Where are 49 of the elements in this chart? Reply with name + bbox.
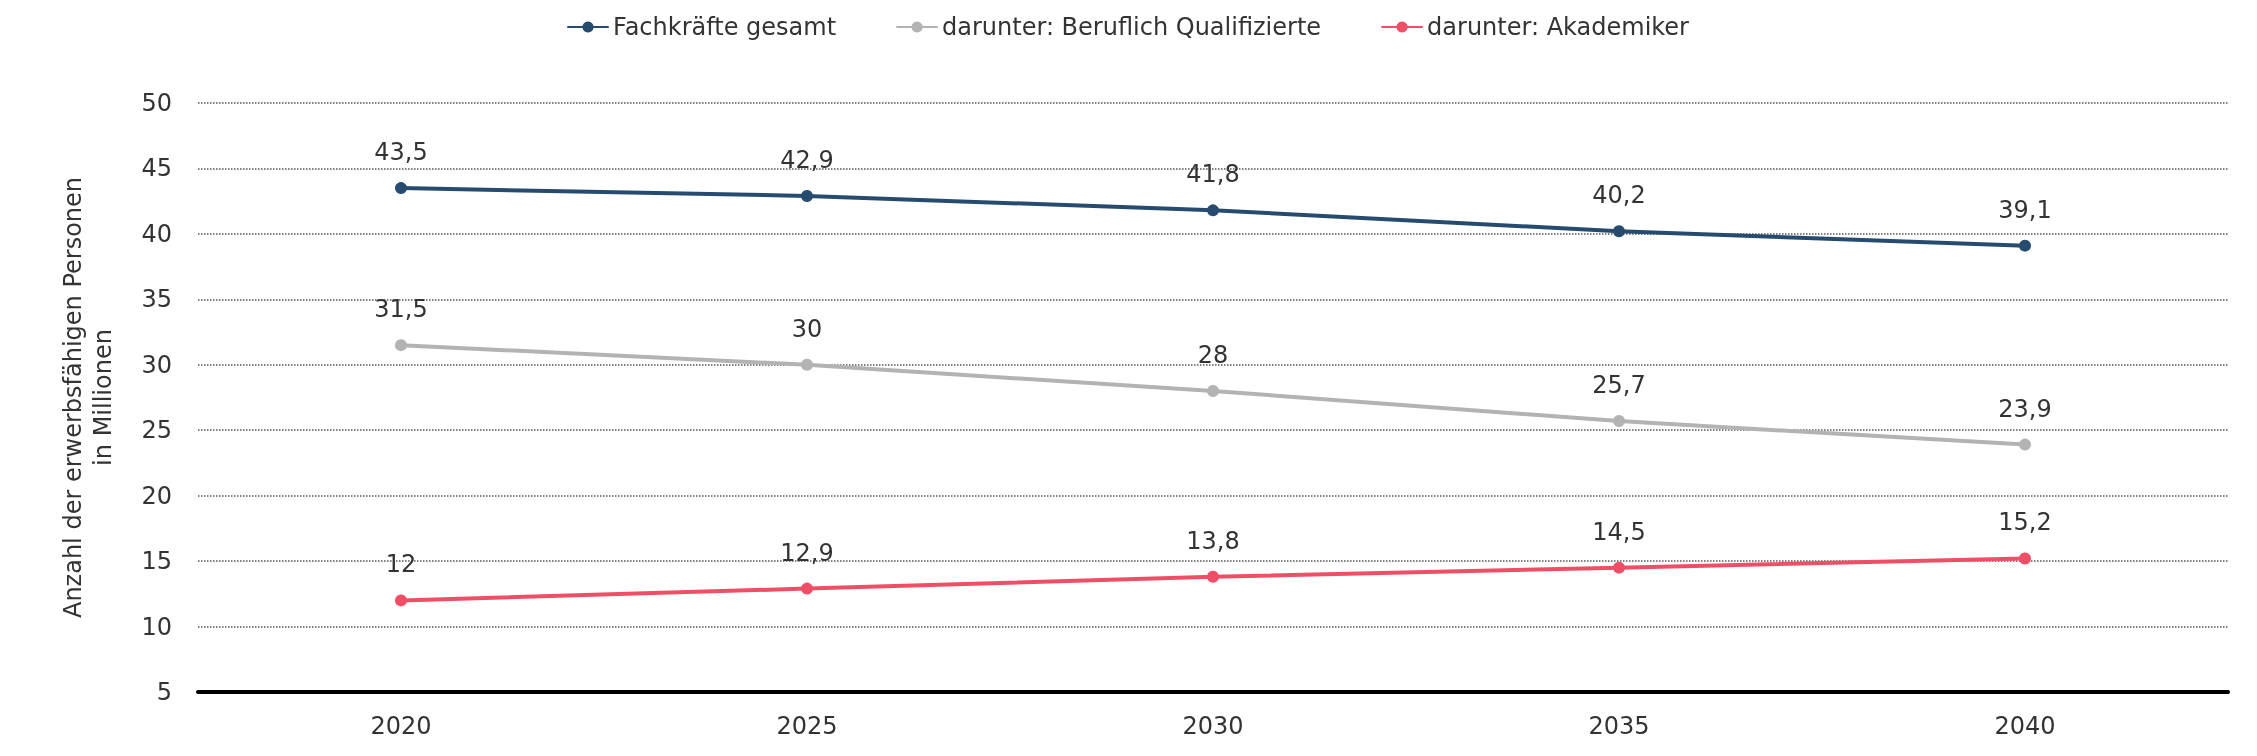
legend-label: Fachkräfte gesamt — [613, 13, 837, 41]
y-tick-label: 50 — [141, 89, 172, 117]
y-tick-label: 15 — [141, 547, 172, 576]
point — [1613, 415, 1625, 428]
point — [2019, 239, 2031, 252]
point — [395, 594, 407, 607]
data-label: 14,5 — [1592, 517, 1646, 546]
y-tick-label: 5 — [156, 678, 172, 706]
point — [2019, 552, 2031, 565]
y-axis-title: Anzahl der erwerbsfähigen Personen in Millionen — [59, 176, 117, 619]
point — [801, 189, 813, 202]
point — [801, 358, 813, 371]
point — [1613, 561, 1625, 574]
y-tick-label: 30 — [141, 350, 172, 379]
point — [395, 182, 407, 195]
point — [1207, 204, 1219, 217]
x-tick-label: 2025 — [776, 712, 838, 740]
data-label: 13,8 — [1186, 526, 1240, 555]
data-label: 23,9 — [1998, 394, 2052, 423]
point — [1613, 225, 1625, 238]
point — [1207, 384, 1219, 397]
y-tick-label: 20 — [141, 481, 172, 510]
data-label: 43,5 — [374, 138, 428, 167]
y-tick-label: 45 — [141, 154, 172, 183]
x-tick-label: 2040 — [1994, 712, 2056, 740]
x-tick-label: 2030 — [1182, 712, 1244, 740]
data-label: 39,1 — [1998, 195, 2052, 224]
point — [395, 339, 407, 352]
data-label: 31,5 — [374, 295, 428, 324]
data-label: 41,8 — [1186, 160, 1240, 189]
x-tick-label: 2020 — [370, 712, 432, 740]
x-tick-label: 2035 — [1588, 712, 1650, 740]
point — [801, 582, 813, 595]
data-label: 12 — [385, 550, 417, 579]
legend-label: darunter: Beruflich Qualifizierte — [942, 13, 1322, 41]
data-label: 25,7 — [1592, 371, 1646, 400]
y-tick-label: 35 — [141, 285, 172, 314]
data-label: 12,9 — [780, 538, 834, 567]
y-tick-label: 10 — [141, 612, 172, 641]
legend-label: darunter: Akademiker — [1427, 13, 1690, 41]
data-label: 28 — [1197, 340, 1229, 369]
data-label: 40,2 — [1592, 181, 1646, 210]
point — [2019, 438, 2031, 451]
data-label: 30 — [791, 314, 823, 343]
point — [1207, 570, 1219, 583]
data-label: 15,2 — [1998, 508, 2052, 537]
data-label: 42,9 — [780, 145, 834, 174]
y-tick-label: 40 — [141, 219, 172, 248]
y-tick-label: 25 — [141, 416, 172, 445]
